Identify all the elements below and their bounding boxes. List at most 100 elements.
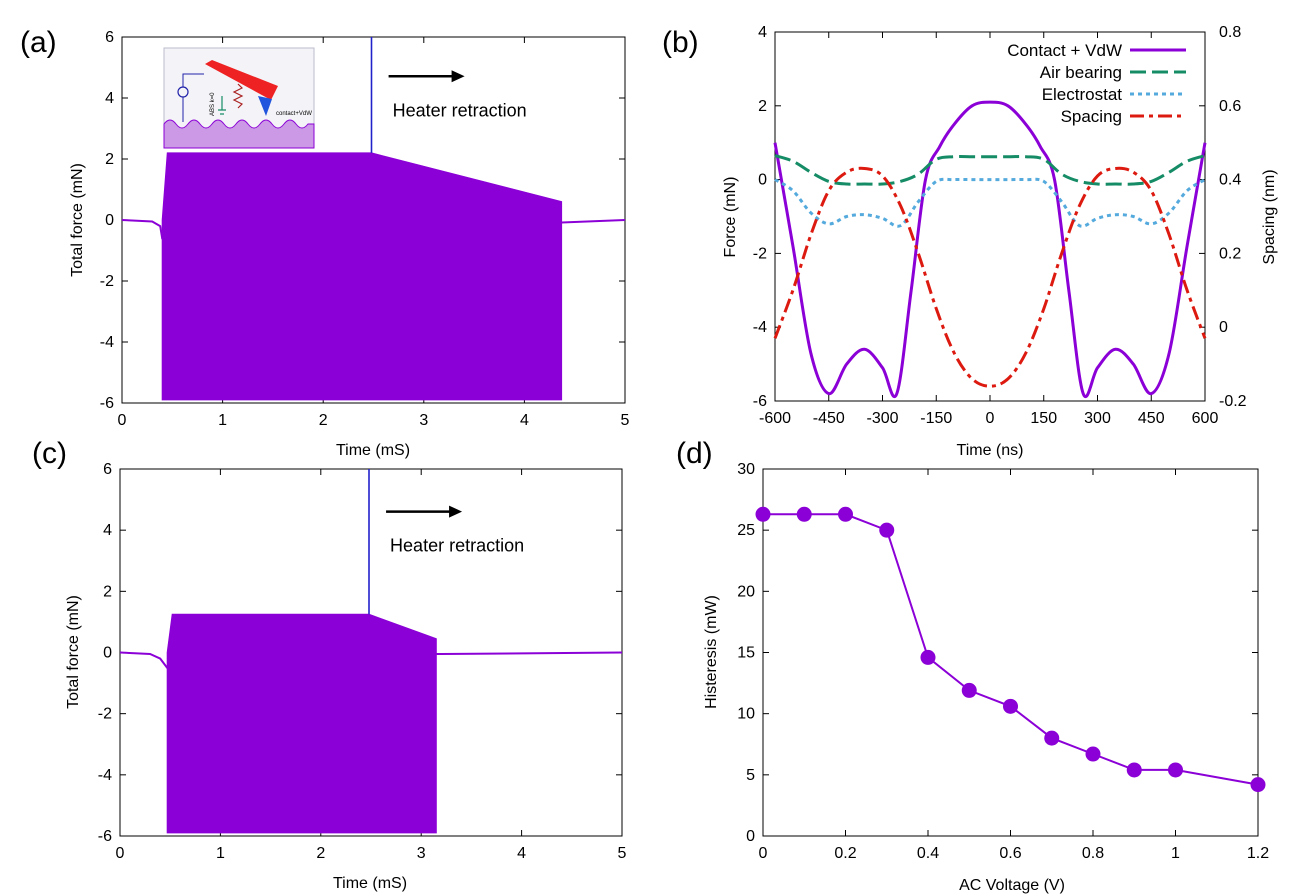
x-tick-label: 0 — [986, 410, 995, 427]
y-tick-label: 25 — [737, 522, 755, 539]
data-point — [838, 506, 853, 522]
x-tick-label: 1.2 — [1247, 845, 1269, 862]
y2-tick-label: 0.4 — [1219, 172, 1241, 189]
data-point — [1250, 777, 1266, 793]
x-tick-label: 0.8 — [1082, 845, 1104, 862]
x-tick-label: 0 — [759, 845, 768, 862]
x-tick-label: -600 — [759, 410, 791, 427]
x-tick-label: 600 — [1192, 410, 1219, 427]
plot-d: 0 0.2 0.4 0.6 0.8 1 1.2 0 5 10 15 20 25 30 — [737, 461, 1269, 862]
annotation-text: Heater retraction — [393, 100, 527, 120]
y-tick-label: -2 — [753, 245, 767, 262]
y-tick-label: -2 — [100, 273, 114, 290]
panel-c-label: (c) — [32, 437, 67, 470]
y-tick-label: 6 — [103, 461, 112, 478]
panel-b: (b) -600 -450 -300 -150 0 150 300 450 600 -6 -4 -2 0… — [662, 24, 1278, 459]
plot-frame — [762, 468, 1259, 837]
y2-axis-label: Spacing (nm) — [1261, 169, 1278, 264]
y-tick-label: 20 — [737, 583, 755, 600]
y-tick-label: 15 — [737, 645, 755, 662]
panel-d-label: (d) — [676, 437, 713, 470]
plot-frame — [774, 31, 1206, 402]
x-tick-label: 0 — [118, 412, 127, 429]
legend-label: Electrostat — [1042, 85, 1123, 104]
inset-disk-surface — [163, 119, 315, 149]
x-tick-label: 2 — [316, 845, 325, 862]
y-tick-label: -6 — [753, 393, 767, 410]
x-tick-label: 5 — [621, 412, 630, 429]
y-tick-label: 2 — [103, 583, 112, 600]
data-point — [796, 506, 812, 522]
x-tick-label: 300 — [1084, 410, 1111, 427]
y-tick-label: 4 — [105, 90, 114, 107]
y2-tick-label: 0.2 — [1219, 245, 1241, 262]
y2-tick-label: 0 — [1219, 319, 1228, 336]
x-tick-label: 1 — [218, 412, 227, 429]
data-point — [879, 522, 895, 538]
data-point — [1003, 698, 1018, 714]
series-spacing — [773, 166, 1207, 388]
panel-a: (a) 0 1 2 3 4 5 -6 -4 -2 0 2 4 6 Heater retraction AB… — [20, 26, 630, 459]
y-tick-label: 0 — [103, 645, 112, 662]
inset-schematic: ABS k=0 contact+VdW — [163, 47, 315, 149]
inset-abs-label: ABS k=0 — [210, 92, 216, 116]
inset-contact-label: contact+VdW — [276, 111, 312, 117]
inset-spring-icon — [232, 83, 244, 109]
y-tick-label: 30 — [737, 461, 755, 478]
y-tick-label: 0 — [746, 828, 755, 845]
y-tick-label: -4 — [753, 319, 767, 336]
histeresis-line — [763, 513, 1259, 786]
legend-label: Spacing — [1061, 107, 1122, 126]
data-point — [1168, 762, 1183, 778]
y-axis-label: Total force (mN) — [65, 595, 82, 709]
x-tick-label: -150 — [920, 410, 952, 427]
data-point — [1126, 762, 1142, 778]
x-tick-label: 3 — [417, 845, 426, 862]
y-tick-label: 6 — [105, 29, 114, 46]
x-tick-label: 0.2 — [834, 845, 856, 862]
y-axis-label: Total force (mN) — [69, 163, 86, 277]
x-tick-label: 450 — [1138, 410, 1165, 427]
legend-label: Contact + VdW — [1007, 41, 1122, 60]
plot-c: 0 1 2 3 4 5 -6 -4 -2 0 2 4 6 Heater retraction — [98, 461, 627, 862]
y-tick-label: 5 — [746, 767, 755, 784]
x-tick-label: 5 — [618, 845, 627, 862]
x-axis-label: Time (mS) — [333, 875, 407, 892]
x-tick-label: 4 — [520, 412, 529, 429]
x-tick-label: 2 — [319, 412, 328, 429]
y-tick-label: -4 — [100, 334, 114, 351]
y-tick-label: -6 — [100, 395, 114, 412]
y-tick-label: 0 — [758, 172, 767, 189]
y-tick-label: 4 — [103, 522, 112, 539]
annotation-arrowhead — [449, 505, 463, 518]
x-axis-label: Time (ns) — [957, 442, 1024, 459]
x-axis-label: Time (mS) — [336, 442, 410, 459]
data-point — [1044, 730, 1060, 746]
panel-c: (c) 0 1 2 3 4 5 -6 -4 -2 0 2 4 6 Heater retraction Ti… — [32, 437, 627, 892]
inset-tip — [258, 96, 272, 116]
y-tick-label: -2 — [98, 706, 112, 723]
y-tick-label: 4 — [758, 24, 767, 41]
x-tick-label: -300 — [866, 410, 898, 427]
panel-d: (d) 0 0.2 0.4 0.6 0.8 1 1.2 0 5 10 15 20 25 30 AC Vol… — [676, 437, 1269, 894]
y-tick-label: -4 — [98, 767, 112, 784]
inset-wire — [182, 73, 204, 122]
x-tick-label: 0.6 — [999, 845, 1021, 862]
plot-a: 0 1 2 3 4 5 -6 -4 -2 0 2 4 6 Heater retraction — [100, 29, 630, 429]
panel-a-label: (a) — [20, 26, 57, 59]
legend-label: Air bearing — [1040, 63, 1122, 82]
oscillation-envelope — [161, 152, 563, 401]
panel-b-label: (b) — [662, 26, 699, 59]
x-axis-label: AC Voltage (V) — [959, 877, 1065, 894]
oscillation-envelope — [166, 613, 437, 834]
y-tick-label: 2 — [105, 151, 114, 168]
annotation-text: Heater retraction — [390, 536, 524, 556]
y-tick-label: -6 — [98, 828, 112, 845]
x-tick-label: 1 — [216, 845, 225, 862]
series-contact-vdw — [773, 100, 1207, 398]
inset-slider-body — [205, 60, 278, 100]
y2-tick-label: -0.2 — [1219, 393, 1247, 410]
data-point — [920, 649, 936, 665]
x-tick-label: 0.4 — [917, 845, 939, 862]
